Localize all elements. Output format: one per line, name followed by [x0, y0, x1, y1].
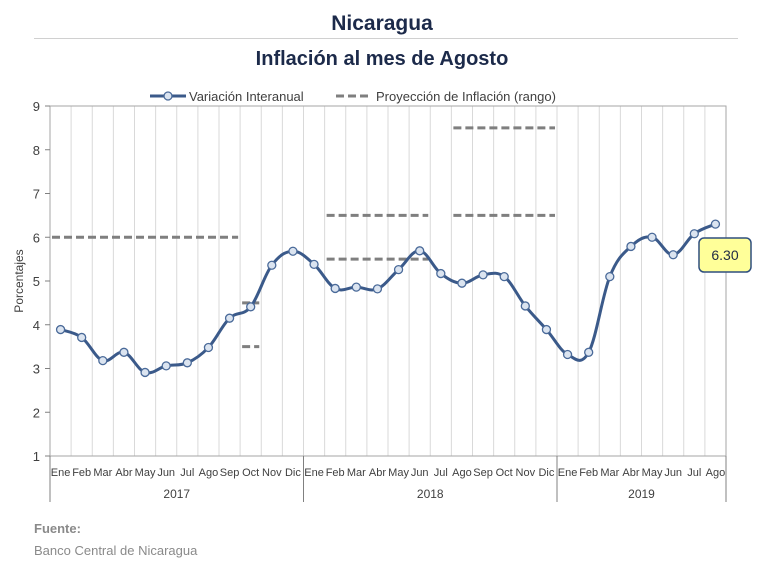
data-point: [689, 229, 699, 239]
x-tick-label: Nov: [262, 467, 282, 479]
data-point: [161, 361, 171, 371]
data-point: [710, 219, 721, 229]
x-tick-label: Mar: [93, 467, 112, 479]
data-point: [203, 342, 214, 353]
data-point: [288, 246, 298, 256]
data-point: [626, 241, 636, 252]
x-tick-label: Oct: [242, 467, 259, 479]
year-label: 2018: [417, 487, 444, 501]
legend-marker-series: [163, 91, 173, 101]
year-label: 2019: [628, 487, 655, 501]
x-tick-label: Feb: [579, 467, 598, 479]
y-tick-label: 4: [33, 318, 40, 333]
legend-label-series: Variación Interanual: [189, 89, 304, 104]
x-tick-label: Sep: [473, 467, 493, 479]
title-divider: [34, 38, 738, 39]
data-point: [457, 278, 467, 288]
x-tick-label: May: [642, 467, 663, 479]
data-point: [605, 271, 615, 282]
x-tick-label: Feb: [326, 467, 345, 479]
x-tick-label: Jul: [434, 467, 448, 479]
data-point: [140, 367, 150, 378]
data-point: [224, 313, 235, 323]
y-tick-label: 5: [33, 274, 40, 289]
x-tick-label: Mar: [347, 467, 366, 479]
data-point: [520, 301, 530, 311]
x-tick-label: Jun: [664, 467, 682, 479]
data-point: [584, 347, 594, 357]
x-tick-label: May: [135, 467, 156, 479]
x-tick-label: Abr: [369, 467, 386, 479]
callout-box: [698, 237, 752, 273]
x-tick-label: Jun: [411, 467, 429, 479]
callout-label: 6.30: [711, 247, 738, 263]
data-point: [499, 271, 509, 282]
x-tick-label: Jul: [687, 467, 701, 479]
x-tick-label: Nov: [516, 467, 536, 479]
x-tick-label: Ago: [452, 467, 472, 479]
data-point: [330, 283, 340, 294]
source-text: Banco Central de Nicaragua: [34, 543, 198, 558]
data-point: [415, 246, 425, 256]
x-tick-label: Jun: [157, 467, 175, 479]
y-tick-label: 9: [33, 99, 40, 114]
chart-subtitle: Inflación al mes de Agosto: [255, 48, 509, 70]
data-point: [668, 250, 678, 260]
data-point: [309, 259, 319, 270]
data-point: [267, 260, 277, 270]
data-point: [647, 232, 657, 242]
data-point: [541, 324, 552, 335]
chart-title: Nicaragua: [331, 12, 433, 35]
x-tick-label: May: [388, 467, 409, 479]
x-tick-label: Sep: [220, 467, 240, 479]
data-point: [436, 268, 446, 279]
x-tick-label: Abr: [115, 467, 132, 479]
x-tick-label: Ago: [199, 467, 219, 479]
data-point: [55, 324, 66, 335]
x-tick-label: Ene: [558, 467, 578, 479]
y-tick-label: 8: [33, 143, 40, 158]
data-point: [119, 347, 129, 357]
y-tick-label: 1: [33, 449, 40, 464]
data-point: [372, 284, 383, 294]
y-tick-label: 6: [33, 230, 40, 245]
data-point: [77, 332, 87, 343]
x-tick-label: Ago: [706, 467, 726, 479]
x-tick-label: Feb: [72, 467, 91, 479]
x-tick-label: Abr: [622, 467, 639, 479]
data-point: [478, 270, 488, 280]
source-label: Fuente:: [34, 521, 81, 536]
x-tick-label: Ene: [304, 467, 324, 479]
x-tick-label: Dic: [285, 467, 301, 479]
x-tick-label: Ene: [51, 467, 71, 479]
legend-label-projection: Proyección de Inflación (rango): [376, 89, 556, 104]
data-point: [246, 302, 256, 312]
data-point: [393, 264, 404, 275]
y-tick-label: 3: [33, 362, 40, 377]
data-point: [562, 349, 573, 360]
data-point: [98, 355, 108, 366]
x-tick-label: Oct: [496, 467, 513, 479]
data-point: [182, 358, 192, 368]
y-axis-label: Porcentajes: [12, 249, 26, 312]
y-tick-label: 7: [33, 187, 40, 202]
y-tick-label: 2: [33, 405, 40, 420]
x-tick-label: Jul: [180, 467, 194, 479]
year-label: 2017: [163, 487, 190, 501]
x-tick-label: Dic: [538, 467, 554, 479]
data-point: [351, 282, 361, 292]
x-tick-label: Mar: [600, 467, 619, 479]
